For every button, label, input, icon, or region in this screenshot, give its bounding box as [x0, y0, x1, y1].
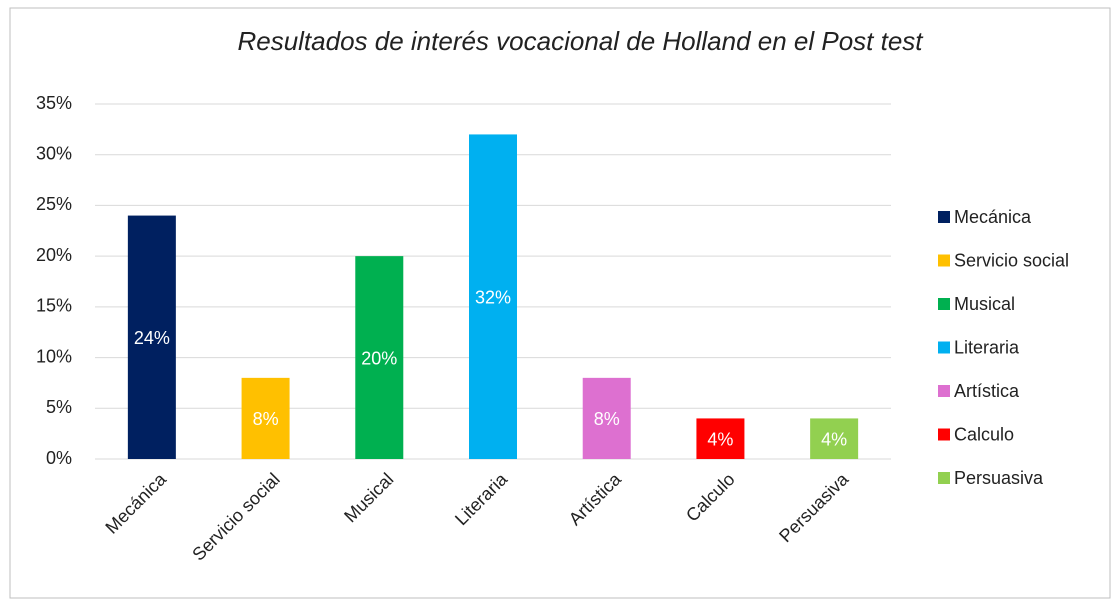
- data-label: 8%: [594, 409, 620, 429]
- data-label: 20%: [361, 348, 397, 368]
- data-label: 4%: [821, 429, 847, 449]
- y-tick-label: 20%: [36, 245, 72, 265]
- y-tick-label: 15%: [36, 296, 72, 316]
- bar: [469, 134, 517, 459]
- y-tick-label: 30%: [36, 143, 72, 163]
- legend-label: Persuasiva: [954, 468, 1044, 488]
- legend-swatch: [938, 472, 950, 484]
- chart-title: Resultados de interés vocacional de Holl…: [237, 26, 924, 56]
- bar: [582, 377, 631, 459]
- y-tick-label: 5%: [46, 397, 72, 417]
- legend-label: Calculo: [954, 424, 1014, 444]
- data-label: 24%: [134, 328, 170, 348]
- legend-label: Literaria: [954, 337, 1020, 357]
- legend-label: Mecánica: [954, 207, 1032, 227]
- y-tick-label: 0%: [46, 448, 72, 468]
- data-label: 8%: [253, 409, 279, 429]
- legend-label: Artística: [954, 381, 1020, 401]
- data-label: 4%: [707, 429, 733, 449]
- y-tick-label: 25%: [36, 194, 72, 214]
- y-tick-label: 35%: [36, 93, 72, 113]
- legend-swatch: [938, 298, 950, 310]
- legend-swatch: [938, 428, 950, 441]
- y-tick-label: 10%: [36, 346, 72, 366]
- legend-swatch: [938, 385, 950, 397]
- bar: [241, 377, 290, 459]
- legend-swatch: [938, 211, 950, 223]
- legend-label: Servicio social: [954, 250, 1069, 270]
- data-label: 32%: [475, 287, 511, 307]
- bar: [355, 256, 404, 459]
- legend-swatch: [938, 341, 950, 354]
- chart-frame: [9, 7, 1111, 599]
- legend-swatch: [938, 254, 950, 267]
- legend-label: Musical: [954, 294, 1015, 314]
- bar: [696, 418, 745, 459]
- bar: [810, 418, 859, 459]
- bar: [127, 215, 176, 459]
